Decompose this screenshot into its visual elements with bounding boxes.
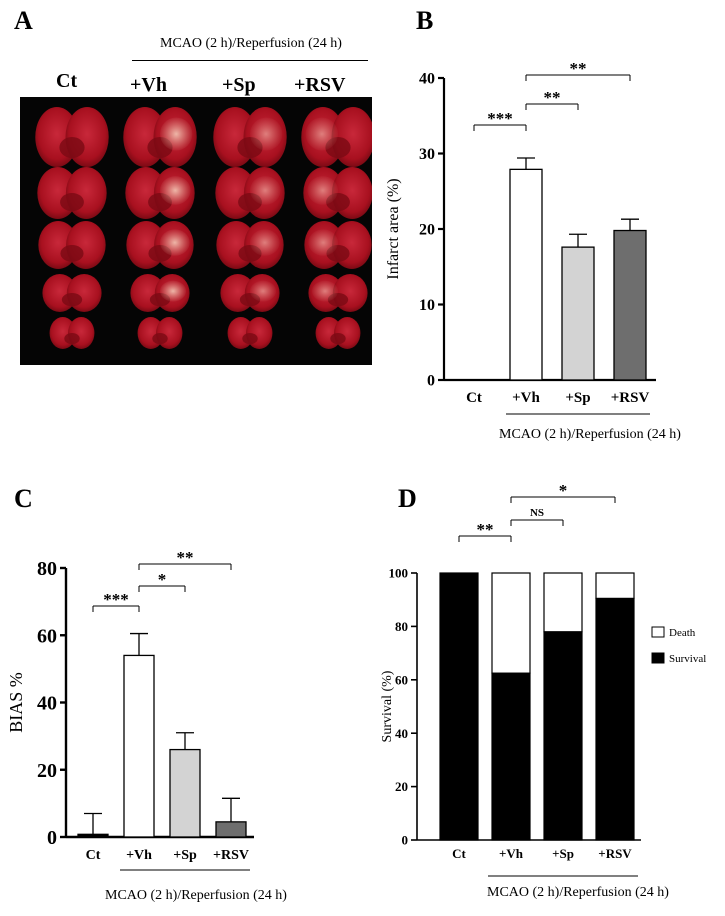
brain-slice — [304, 221, 372, 269]
column-label-vh: +Vh — [130, 74, 167, 96]
bar — [561, 246, 595, 381]
brain-slice — [137, 317, 183, 349]
y-axis-label: Survival (%) — [380, 670, 395, 742]
legend-swatch-death — [651, 626, 665, 638]
panel-a-letter: A — [14, 6, 33, 35]
category-label: +RSV — [611, 390, 650, 406]
category-label: +Sp — [173, 848, 197, 863]
y-tick-label: 60 — [37, 625, 57, 647]
category-label: Ct — [466, 390, 482, 406]
y-tick-label: 0 — [402, 833, 409, 848]
brain-slice — [37, 167, 107, 219]
significance-label: * — [158, 570, 167, 589]
category-label: +Sp — [565, 390, 590, 406]
brain-slice — [130, 274, 190, 312]
legend: Death Survival — [651, 626, 706, 665]
column-label-ct: Ct — [56, 70, 78, 92]
y-tick-label: 80 — [395, 619, 408, 634]
category-label: +RSV — [213, 848, 249, 863]
panel-a-header-line — [132, 60, 368, 61]
category-label: +Vh — [512, 390, 540, 406]
y-tick-label: 40 — [37, 693, 57, 715]
significance-label: NS — [530, 507, 544, 519]
bar-survival — [595, 597, 635, 841]
column-label-rsv: +RSV — [294, 74, 346, 96]
brain-slice — [126, 221, 194, 269]
brain-slice — [227, 317, 273, 349]
bar-survival — [491, 672, 531, 841]
brain-slices-photo — [20, 97, 372, 365]
y-tick-label: 20 — [419, 222, 435, 239]
significance-label: ** — [570, 59, 587, 78]
category-label: +RSV — [598, 846, 632, 861]
footer-label: MCAO (2 h)/Reperfusion (24 h) — [499, 427, 681, 442]
brain-slice — [125, 167, 195, 219]
y-tick-label: 100 — [389, 566, 409, 581]
bar-death — [491, 572, 531, 674]
bar — [169, 748, 201, 838]
category-label: +Vh — [499, 846, 524, 861]
brain-slice — [215, 167, 285, 219]
y-tick-label: 30 — [419, 146, 435, 163]
footer-label: MCAO (2 h)/Reperfusion (24 h) — [105, 888, 287, 903]
bar — [215, 821, 247, 838]
bar — [77, 833, 109, 838]
category-label: +Sp — [552, 846, 574, 861]
y-tick-label: 10 — [419, 297, 435, 314]
legend-swatch-survival — [651, 652, 665, 664]
brain-slice — [49, 317, 95, 349]
significance-label: *** — [103, 590, 129, 609]
panel-a-header: MCAO (2 h)/Reperfusion (24 h) — [160, 36, 342, 51]
y-tick-label: 80 — [37, 558, 57, 580]
brain-slice — [123, 107, 197, 167]
bar — [123, 654, 155, 838]
significance-label: ** — [177, 548, 194, 567]
brain-slice — [42, 274, 102, 312]
bar — [509, 168, 543, 381]
y-axis-label: BIAS % — [6, 672, 26, 733]
legend-label-survival: Survival — [669, 653, 706, 665]
y-tick-label: 60 — [395, 672, 408, 687]
y-tick-label: 40 — [395, 726, 408, 741]
bar — [613, 229, 647, 381]
brain-slice — [213, 107, 287, 167]
footer-label: MCAO (2 h)/Reperfusion (24 h) — [487, 885, 669, 900]
chart-d: 0 20 40 60 80 100 Survival (%) Ct +Vh +Sp +RSV MCAO… — [380, 481, 706, 900]
brain-slice — [301, 107, 372, 167]
significance-label: * — [559, 481, 568, 500]
category-label: Ct — [86, 848, 101, 863]
brain-slice — [303, 167, 372, 219]
significance-label: *** — [487, 109, 513, 128]
significance-label: ** — [544, 88, 561, 107]
brain-slice — [308, 274, 368, 312]
bar-death — [595, 572, 635, 599]
chart-c: 0 20 40 60 80 BIAS % Ct +Vh +Sp +RSV MCAO (2 h)/Re… — [6, 548, 287, 903]
brain-slice — [35, 107, 109, 167]
panel-c-letter: C — [14, 484, 33, 513]
y-tick-label: 20 — [37, 760, 57, 782]
brain-slice — [216, 221, 284, 269]
bar-death — [543, 572, 583, 633]
chart-b: 0 10 20 30 40 Infarct area (%) Ct +Vh +Sp +RSV MCA… — [385, 59, 681, 442]
y-tick-label: 0 — [47, 827, 57, 849]
y-tick-label: 0 — [427, 373, 435, 390]
bar-survival — [439, 572, 479, 841]
legend-label-death: Death — [669, 627, 696, 639]
y-axis-label: Infarct area (%) — [385, 178, 402, 279]
brain-slice — [220, 274, 280, 312]
category-label: +Vh — [126, 848, 152, 863]
brain-slice — [315, 317, 361, 349]
column-label-sp: +Sp — [222, 74, 256, 96]
y-tick-label: 40 — [419, 71, 435, 88]
category-label: Ct — [452, 846, 466, 861]
significance-label: ** — [477, 520, 494, 539]
brain-slice — [38, 221, 106, 269]
bar-survival — [543, 631, 583, 841]
panel-b-letter: B — [416, 6, 434, 35]
panel-d-letter: D — [398, 484, 417, 513]
y-tick-label: 20 — [395, 779, 408, 794]
